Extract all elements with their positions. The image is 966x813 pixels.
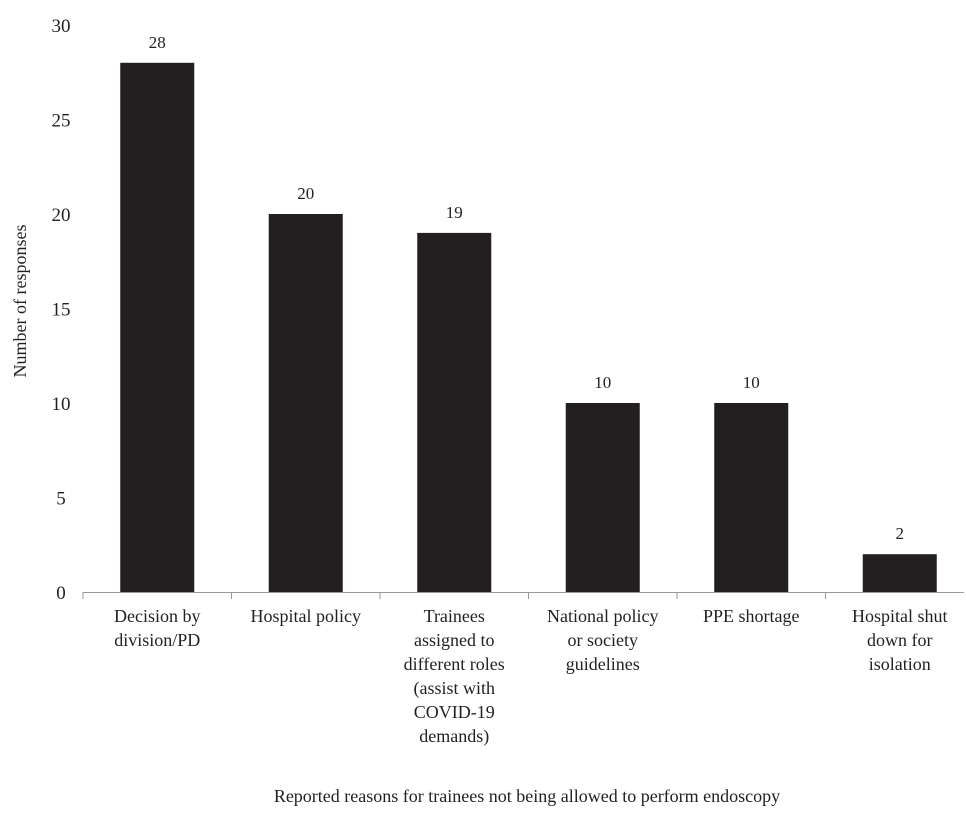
x-axis-ticks: [82, 592, 826, 599]
bar: [862, 554, 937, 592]
data-labels: 28 20 19 10 10 2: [149, 33, 904, 543]
y-tick-label: 0: [56, 583, 66, 604]
data-label: 2: [896, 524, 905, 543]
y-tick-label: 10: [52, 394, 71, 415]
bar: [268, 214, 343, 592]
category-label: National policy or society guidelines: [547, 606, 658, 674]
y-tick-label: 5: [56, 489, 66, 510]
category-label: Trainees assigned to different roles (assis…: [404, 606, 505, 747]
data-label: 28: [149, 33, 166, 52]
data-label: 20: [297, 184, 314, 203]
data-label: 10: [743, 373, 760, 392]
y-tick-label: 20: [52, 205, 71, 226]
category-labels: Decision by division/PD Hospital policy Tra…: [114, 606, 948, 747]
data-label: 19: [446, 203, 463, 222]
y-tick-label: 30: [52, 16, 71, 37]
bar: [417, 232, 492, 592]
data-label: 10: [594, 373, 611, 392]
x-axis-title: Reported reasons for trainees not being …: [274, 786, 780, 806]
y-axis-title: Number of responses: [10, 225, 30, 378]
y-tick-label: 25: [52, 111, 71, 132]
bars: [120, 62, 937, 593]
bar: [714, 403, 789, 592]
category-label: Hospital shut down for isolation: [852, 606, 948, 674]
category-label: Hospital policy: [251, 606, 362, 626]
y-tick-label: 15: [52, 300, 71, 321]
bar: [120, 62, 195, 593]
category-label: Decision by division/PD: [114, 606, 200, 650]
y-axis-ticks: 0 5 10 15 20 25 30: [52, 16, 71, 604]
bar: [565, 403, 640, 592]
category-label: PPE shortage: [703, 606, 800, 626]
